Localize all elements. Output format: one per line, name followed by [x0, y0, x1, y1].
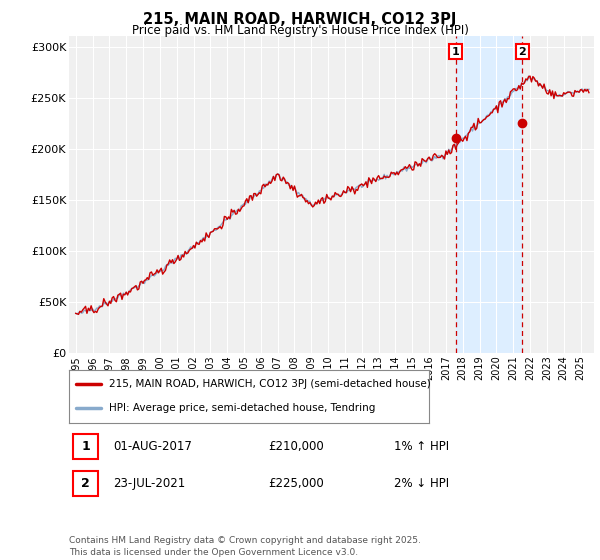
Text: 215, MAIN ROAD, HARWICH, CO12 3PJ (semi-detached house): 215, MAIN ROAD, HARWICH, CO12 3PJ (semi-…	[109, 379, 430, 389]
Text: Price paid vs. HM Land Registry's House Price Index (HPI): Price paid vs. HM Land Registry's House …	[131, 24, 469, 36]
Text: HPI: Average price, semi-detached house, Tendring: HPI: Average price, semi-detached house,…	[109, 403, 375, 413]
Text: 1: 1	[82, 440, 90, 453]
Text: 1: 1	[452, 46, 460, 57]
Text: Contains HM Land Registry data © Crown copyright and database right 2025.
This d: Contains HM Land Registry data © Crown c…	[69, 536, 421, 557]
FancyBboxPatch shape	[73, 434, 98, 459]
Text: 2% ↓ HPI: 2% ↓ HPI	[395, 477, 449, 491]
Text: 23-JUL-2021: 23-JUL-2021	[113, 477, 186, 491]
Text: 01-AUG-2017: 01-AUG-2017	[113, 440, 193, 453]
Text: 215, MAIN ROAD, HARWICH, CO12 3PJ: 215, MAIN ROAD, HARWICH, CO12 3PJ	[143, 12, 457, 27]
Text: £225,000: £225,000	[269, 477, 324, 491]
Text: £210,000: £210,000	[269, 440, 324, 453]
Text: 2: 2	[82, 477, 90, 491]
Bar	[455, 36, 523, 353]
FancyBboxPatch shape	[73, 472, 98, 496]
Text: 2: 2	[518, 46, 526, 57]
Text: 1% ↑ HPI: 1% ↑ HPI	[395, 440, 449, 453]
